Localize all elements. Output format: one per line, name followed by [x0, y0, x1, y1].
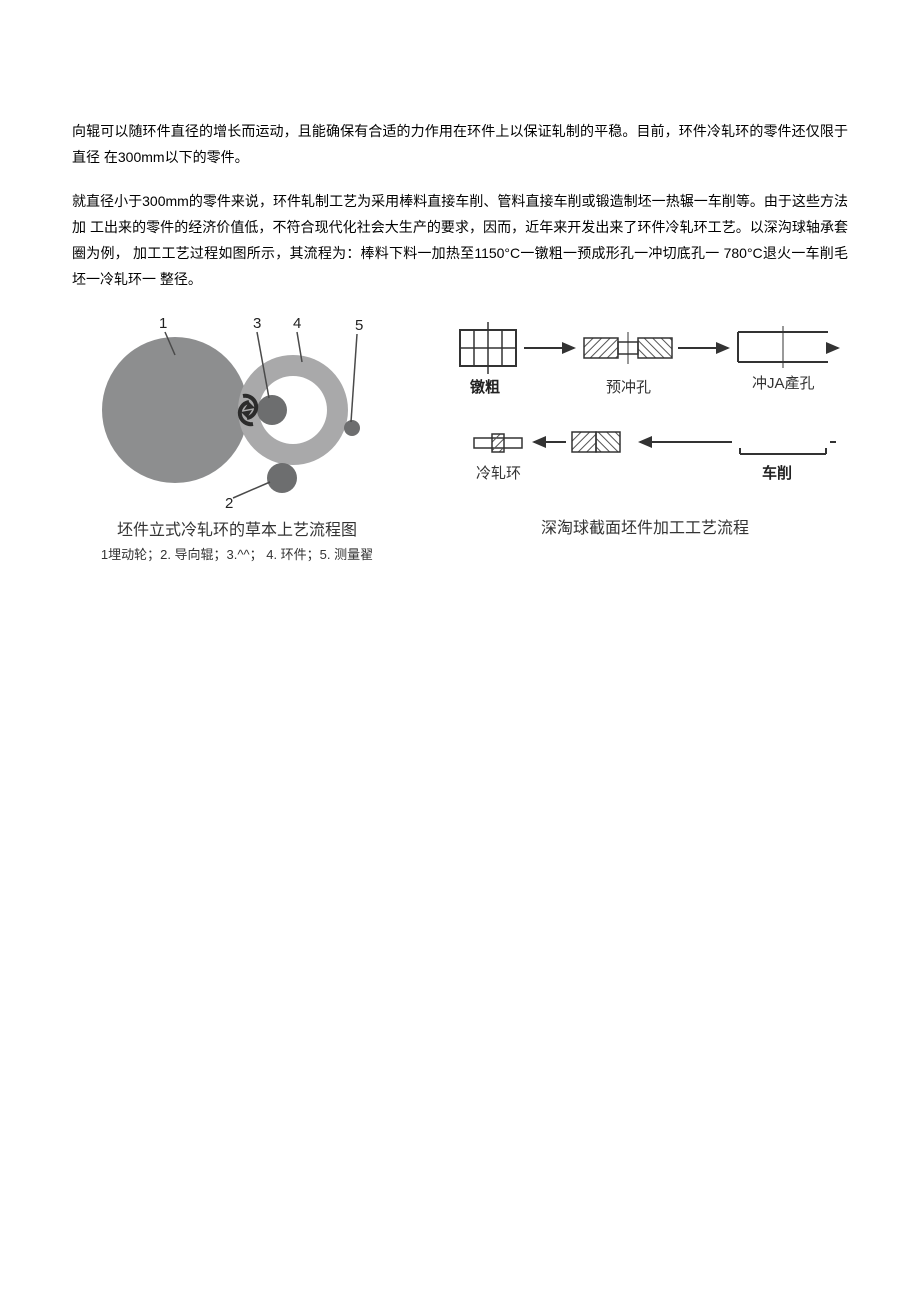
- left-figure: 1 3 4 5 2 坯件立式冷轧环的草本上艺流程图 1埋动轮；2. 导向辊；3.…: [72, 310, 402, 563]
- left-caption: 坯件立式冷轧环的草本上艺流程图: [117, 516, 357, 540]
- label-4: 4: [293, 315, 301, 332]
- paragraph-1: 向辊可以随环件直径的增长而运动，且能确保有合适的力作用在环件上以保证轧制的平稳。…: [72, 118, 848, 170]
- left-legend: 1埋动轮；2. 导向辊；3.^^； 4. 环件；5. 测量翟: [101, 544, 373, 563]
- ring-rolling-diagram: 1 3 4 5 2: [87, 310, 387, 510]
- paragraph-2: 就直径小于300mm的零件来说，环件轧制工艺为采用棒料直接车削、管料直接车削或锻…: [72, 188, 848, 292]
- flow-label-step4: 车削: [762, 462, 792, 483]
- right-caption: 深淘球截面坯件加工工艺流程: [541, 514, 749, 538]
- figures-row: 1 3 4 5 2 坯件立式冷轧环的草本上艺流程图 1埋动轮；2. 导向辊；3.…: [72, 310, 848, 563]
- label-2: 2: [225, 495, 233, 510]
- flow-label-step5: 冷轧环: [476, 462, 521, 483]
- flow-diagram: 镦粗 预冲孔 冲JA產孔 车削 冷轧环: [450, 310, 840, 500]
- label-1: 1: [159, 315, 167, 332]
- flow-label-step3: 冲JA產孔: [752, 372, 815, 393]
- right-figure: 镦粗 预冲孔 冲JA產孔 车削 冷轧环 深淘球截面坯件加工工艺流程: [442, 310, 848, 538]
- label-3: 3: [253, 315, 261, 332]
- label-5: 5: [355, 317, 363, 334]
- flow-label-step2: 预冲孔: [606, 376, 651, 397]
- flow-label-step1: 镦粗: [470, 376, 500, 397]
